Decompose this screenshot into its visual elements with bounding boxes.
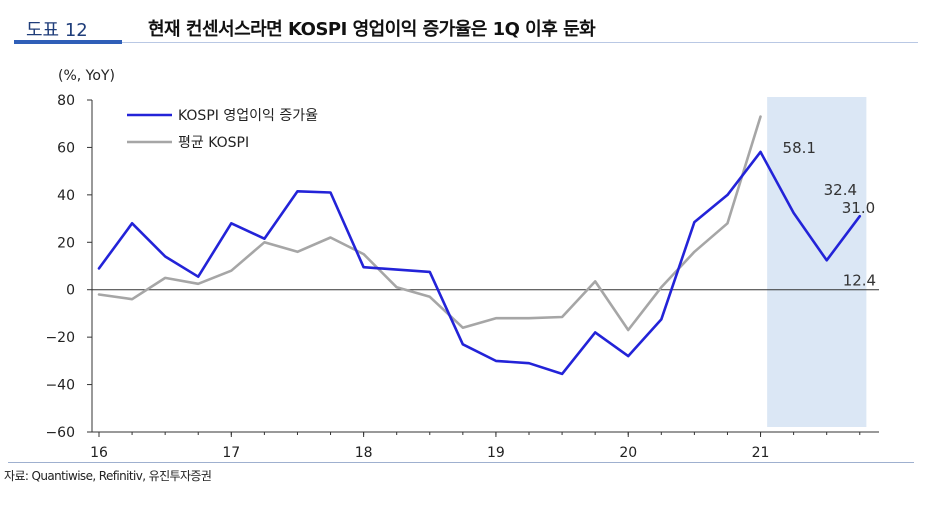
- source-note: 자료: Quantiwise, Refinitiv, 유진투자증권: [4, 469, 212, 483]
- y-tick-label: −40: [45, 378, 75, 394]
- y-tick-label: 60: [57, 140, 75, 156]
- chart-title: 현재 컨센서스라면 KOSPI 영업이익 증가율은 1Q 이후 둔화: [148, 19, 596, 40]
- y-tick-label: −20: [45, 330, 75, 346]
- x-tick-label: 18: [355, 445, 373, 461]
- header-rule: [122, 42, 918, 43]
- x-tick-label: 17: [222, 445, 240, 461]
- x-tick-label: 16: [90, 445, 108, 461]
- y-tick-label: 40: [57, 188, 75, 204]
- figure-label-underline: [14, 40, 122, 44]
- data-label: 32.4: [824, 181, 857, 199]
- x-tick-label: 20: [619, 445, 637, 461]
- y-tick-label: 20: [57, 235, 75, 251]
- y-axis-label: (%, YoY): [58, 68, 115, 84]
- legend-label: 평균 KOSPI: [178, 135, 249, 151]
- y-tick-label: 0: [66, 283, 75, 299]
- bottom-rule: [8, 462, 914, 463]
- x-tick-label: 21: [752, 445, 770, 461]
- kospi-growth-line: [97, 150, 862, 376]
- avg-kospi-line: [97, 115, 762, 332]
- data-label: 58.1: [783, 139, 816, 157]
- x-tick-label: 19: [487, 445, 505, 461]
- legend-label: KOSPI 영업이익 증가율: [178, 108, 318, 124]
- data-label: 31.0: [842, 199, 875, 217]
- y-tick-label: 80: [57, 93, 75, 109]
- figure-label: 도표 12: [26, 20, 88, 41]
- data-label: 12.4: [843, 271, 876, 289]
- y-tick-label: −60: [45, 425, 75, 441]
- line-chart: 80 60 40 20 0 −20 −40 −60 (%, YoY) 16 17 18 19 20 21 KO…: [45, 68, 879, 461]
- figure-header: 도표 12 현재 컨센서스라면 KOSPI 영업이익 증가율은 1Q 이후 둔화: [14, 8, 918, 44]
- highlight-band: [767, 97, 867, 427]
